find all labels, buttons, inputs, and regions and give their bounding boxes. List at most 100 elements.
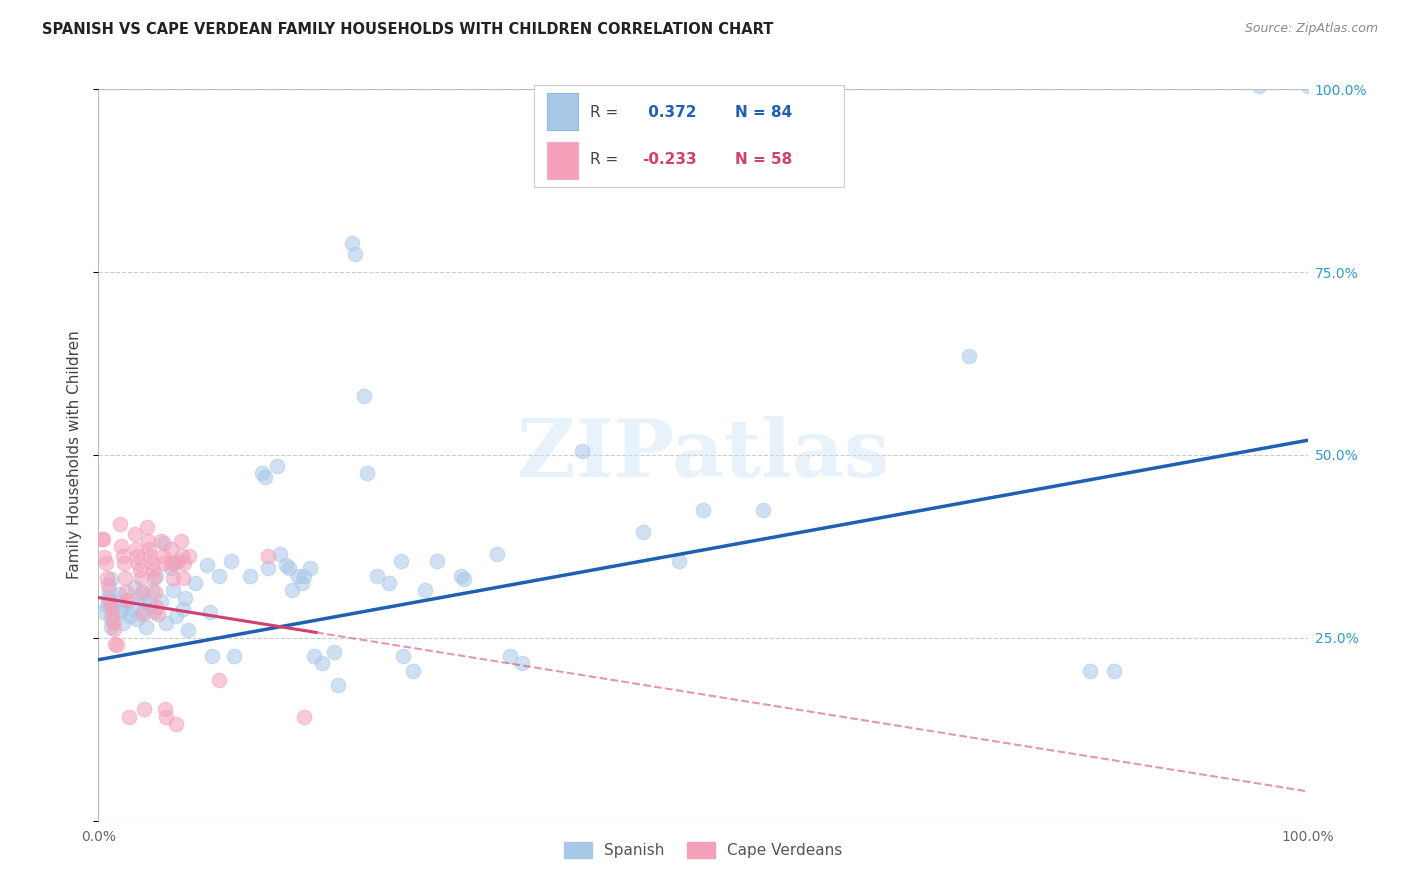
Point: [160, 556, 183, 570]
Point: [91, 532, 114, 546]
Point: [162, 583, 184, 598]
Point: [111, 549, 134, 563]
Point: [100, 607, 122, 622]
Point: [138, 541, 160, 556]
Point: [299, 561, 322, 575]
Point: [98, 583, 121, 598]
Point: [100, 600, 122, 615]
Point: [141, 556, 163, 570]
Text: N = 58: N = 58: [735, 153, 793, 167]
Point: [93, 605, 115, 619]
Point: [453, 572, 475, 586]
Point: [108, 517, 131, 532]
Point: [96, 571, 118, 585]
Point: [377, 576, 399, 591]
Point: [413, 583, 436, 598]
Point: [129, 587, 152, 601]
Point: [141, 583, 163, 598]
Point: [239, 568, 262, 582]
Point: [342, 235, 364, 250]
Point: [128, 564, 150, 578]
Point: [150, 534, 173, 549]
Point: [131, 585, 153, 599]
Point: [179, 549, 201, 563]
Point: [184, 576, 207, 591]
Point: [1249, 78, 1271, 93]
Text: 0.372: 0.372: [643, 105, 696, 120]
Point: [127, 612, 149, 626]
Point: [450, 568, 472, 582]
Point: [118, 594, 141, 608]
Point: [125, 541, 148, 556]
Point: [302, 649, 325, 664]
Point: [668, 554, 690, 568]
Point: [174, 591, 197, 605]
Point: [208, 568, 231, 582]
Point: [129, 571, 152, 585]
Point: [172, 601, 194, 615]
Point: [131, 605, 153, 619]
Point: [121, 601, 143, 615]
Point: [105, 594, 128, 608]
Point: [110, 539, 132, 553]
Point: [96, 598, 118, 612]
Point: [100, 620, 122, 634]
Point: [117, 592, 139, 607]
Point: [165, 717, 187, 731]
Text: ZIPatlas: ZIPatlas: [517, 416, 889, 494]
Point: [287, 568, 309, 582]
Point: [256, 549, 278, 563]
Point: [97, 578, 120, 592]
Point: [112, 556, 135, 570]
Point: [152, 556, 174, 570]
Point: [957, 349, 980, 363]
Point: [392, 649, 415, 664]
Point: [152, 535, 174, 549]
FancyBboxPatch shape: [547, 93, 578, 130]
Point: [124, 527, 146, 541]
Point: [278, 561, 301, 575]
Point: [104, 637, 127, 651]
Point: [145, 600, 167, 615]
Point: [222, 649, 245, 664]
Point: [498, 649, 520, 664]
Point: [118, 710, 141, 724]
Y-axis label: Family Households with Children: Family Households with Children: [67, 331, 83, 579]
Point: [692, 503, 714, 517]
Point: [145, 568, 167, 582]
Point: [94, 556, 117, 570]
Point: [143, 571, 166, 585]
Point: [135, 620, 157, 634]
Point: [114, 571, 136, 585]
Point: [323, 645, 346, 659]
Point: [134, 594, 156, 608]
Point: [292, 568, 315, 582]
Point: [356, 466, 378, 480]
Text: R =: R =: [591, 105, 619, 120]
Text: -0.233: -0.233: [643, 153, 697, 167]
Point: [118, 608, 141, 623]
Point: [311, 657, 333, 671]
FancyBboxPatch shape: [547, 142, 578, 179]
Point: [290, 576, 312, 591]
Point: [173, 556, 195, 570]
Point: [631, 524, 654, 539]
Point: [256, 561, 278, 575]
Point: [132, 607, 155, 622]
Point: [124, 580, 146, 594]
Point: [98, 594, 121, 608]
Point: [326, 678, 349, 692]
Text: SPANISH VS CAPE VERDEAN FAMILY HOUSEHOLDS WITH CHILDREN CORRELATION CHART: SPANISH VS CAPE VERDEAN FAMILY HOUSEHOLD…: [42, 22, 773, 37]
Point: [170, 549, 193, 563]
Legend: Spanish, Cape Verdeans: Spanish, Cape Verdeans: [558, 836, 848, 864]
Point: [115, 585, 138, 599]
Point: [127, 549, 149, 563]
Point: [250, 466, 273, 480]
Point: [169, 534, 191, 549]
Point: [1102, 664, 1125, 678]
Point: [281, 583, 304, 598]
Point: [353, 389, 375, 403]
Text: R =: R =: [591, 153, 619, 167]
Point: [150, 594, 173, 608]
Point: [208, 673, 231, 688]
